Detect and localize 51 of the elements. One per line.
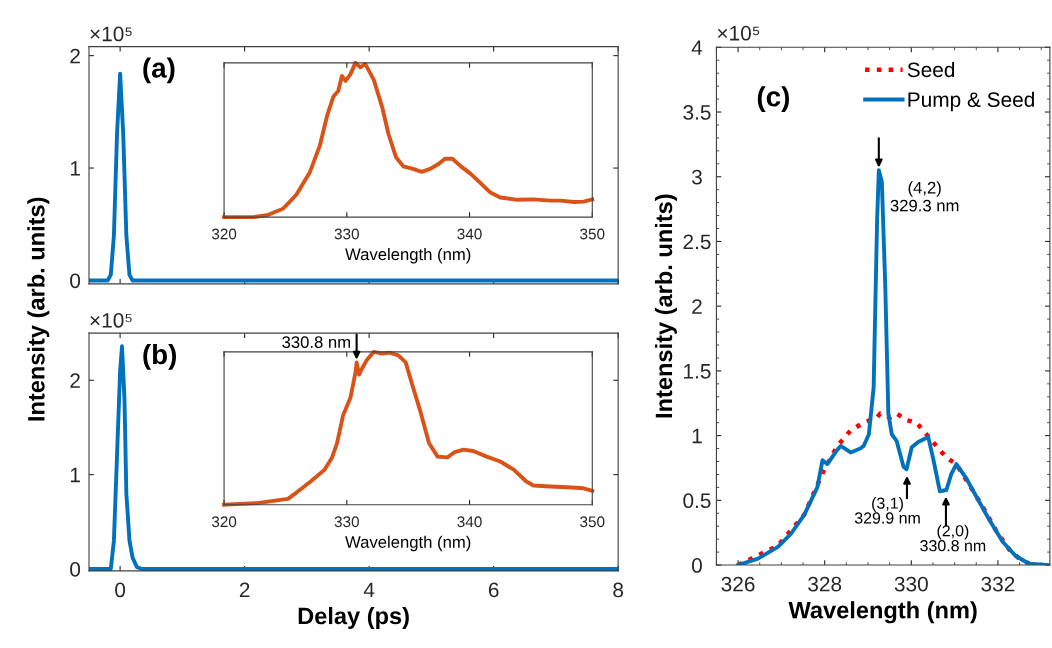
y-axis-title: Intensity (arb. units)	[654, 194, 677, 418]
annotation: (4,2) 329.3 nm	[890, 181, 959, 212]
x-tick-label: 350	[580, 228, 605, 240]
y-tick-label: 4	[691, 40, 703, 55]
annotation: (2,0) 330.8 nm	[920, 524, 986, 552]
x-tick-label: 0	[115, 582, 126, 598]
x-tick-label: 350	[580, 516, 605, 528]
y-tick-label: 1	[70, 467, 80, 483]
legend-label: Seed	[907, 61, 955, 78]
chart-title: (a)	[143, 57, 175, 84]
y-tick-label: 0	[70, 273, 81, 289]
annotation: (3,1) 329.9 nm	[854, 497, 920, 524]
text: ×10⁵	[90, 26, 132, 42]
y-tick-label: 3	[691, 169, 702, 185]
annotation: 330.8 nm	[282, 336, 350, 349]
x-tick-label: 340	[457, 516, 482, 528]
x-axis-title: Wavelength (nm)	[345, 535, 471, 552]
y-tick-label: 1	[70, 161, 80, 176]
y-tick-label: 0	[691, 558, 702, 573]
x-tick-label: 330	[894, 576, 928, 592]
line-series	[736, 168, 1050, 566]
x-tick-label: 8	[613, 582, 624, 598]
x-tick-label: 340	[457, 228, 482, 240]
y-tick-label: 0.5	[683, 493, 711, 509]
x-tick-label: 6	[488, 582, 499, 598]
y-tick-label: 1.5	[684, 364, 711, 379]
x-tick-label: 332	[981, 576, 1015, 592]
y-tick-label: 3.5	[683, 105, 711, 120]
y-tick-label: 1	[692, 428, 702, 444]
y-tick-label: 2	[70, 48, 80, 64]
y-tick-label: 2	[692, 299, 702, 314]
y-axis-title: Intensity (arb. units)	[27, 197, 50, 421]
x-tick-label: 4	[363, 582, 375, 598]
x-tick-label: 328	[808, 576, 842, 592]
x-axis-title: Wavelength (nm)	[788, 601, 977, 624]
y-tick-label: 2.5	[683, 234, 711, 250]
x-tick-label: 330	[334, 228, 359, 240]
text: ×10⁵	[90, 313, 132, 328]
text: (c)	[757, 86, 789, 113]
x-axis-title: Wavelength (nm)	[345, 247, 471, 264]
y-tick-label: 2	[70, 373, 80, 388]
text: ×10⁵	[717, 25, 760, 41]
x-tick-label: 330	[334, 516, 359, 528]
legend-label: Pump & Seed	[908, 91, 1034, 112]
y-tick-label: 0	[70, 562, 81, 577]
chart-title: (b)	[143, 343, 176, 370]
x-tick-label: 320	[211, 516, 237, 528]
x-tick-label: 2	[239, 582, 250, 598]
x-tick-label: 320	[211, 228, 237, 240]
x-axis-title: Delay (ps)	[298, 606, 409, 629]
x-tick-label: 326	[721, 576, 755, 592]
